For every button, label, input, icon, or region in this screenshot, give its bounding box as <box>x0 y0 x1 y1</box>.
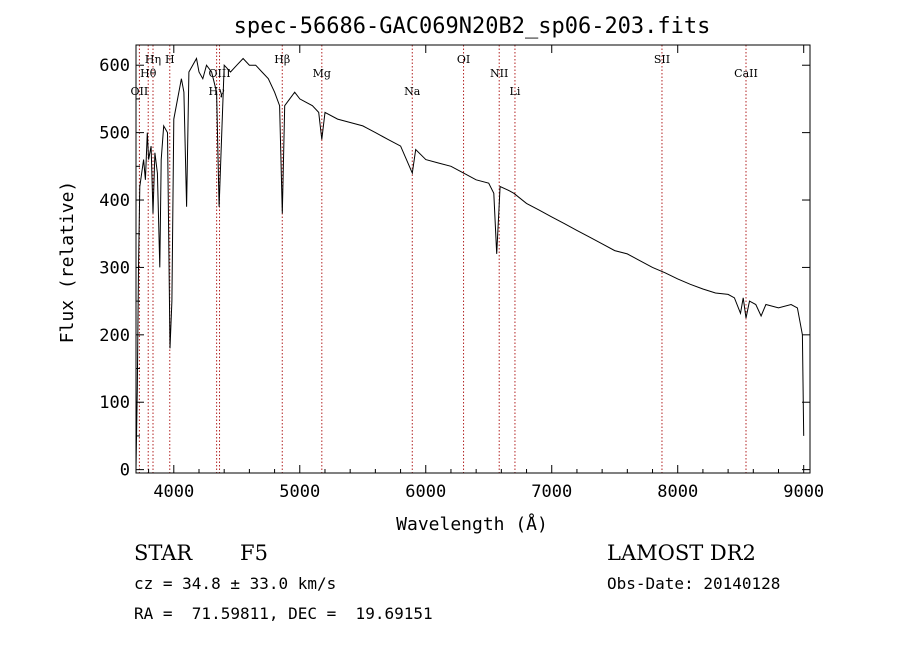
marker-label: Hβ <box>274 53 290 66</box>
flux-series-line <box>135 57 805 470</box>
emission-line-markers <box>138 45 747 473</box>
x-tick-label: 6000 <box>405 482 446 502</box>
marker-label: OII <box>131 85 149 98</box>
marker-label: Hη <box>145 53 161 66</box>
x-tick-label: 4000 <box>153 482 194 502</box>
marker-label: OI <box>457 53 470 66</box>
marker-label: CaII <box>734 67 758 80</box>
marker-label: Na <box>404 85 421 98</box>
observation-date: Obs-Date: 20140128 <box>607 574 781 593</box>
y-tick-label: 300 <box>99 258 130 278</box>
y-tick-label: 100 <box>99 393 130 413</box>
marker-label: OIII <box>208 67 230 80</box>
x-axis-ticks: 4000 5000 6000 7000 8000 9000 <box>148 45 824 502</box>
marker-label: Hθ <box>140 67 157 80</box>
object-subclass: F5 <box>240 541 268 565</box>
marker-label: NII <box>490 67 508 80</box>
x-tick-label: 8000 <box>657 482 698 502</box>
y-tick-label: 200 <box>99 326 130 346</box>
x-tick-label: 5000 <box>279 482 320 502</box>
survey-name: LAMOST DR2 <box>607 541 756 565</box>
x-axis-label: Wavelength (Å) <box>396 513 548 535</box>
y-tick-label: 400 <box>99 191 130 211</box>
marker-label: SII <box>654 53 670 66</box>
y-tick-label: 600 <box>99 56 130 76</box>
y-axis-ticks: 0 100 200 300 400 500 600 <box>99 56 810 481</box>
x-tick-label: 9000 <box>783 482 824 502</box>
marker-label: H <box>165 53 175 66</box>
x-tick-label: 7000 <box>531 482 572 502</box>
coordinates: RA = 71.59811, DEC = 19.69151 <box>134 604 433 623</box>
marker-label: Li <box>510 85 521 98</box>
redshift-cz: cz = 34.8 ± 33.0 km/s <box>134 574 337 593</box>
y-tick-label: 500 <box>99 124 130 144</box>
y-tick-label: 0 <box>120 461 130 481</box>
chart-title: spec-56686-GAC069N20B2_sp06-203.fits <box>234 14 711 39</box>
marker-label: Mg <box>313 67 331 80</box>
object-class: STAR <box>134 541 193 565</box>
y-axis-label: Flux (relative) <box>57 181 78 344</box>
plot-frame <box>135 44 811 474</box>
